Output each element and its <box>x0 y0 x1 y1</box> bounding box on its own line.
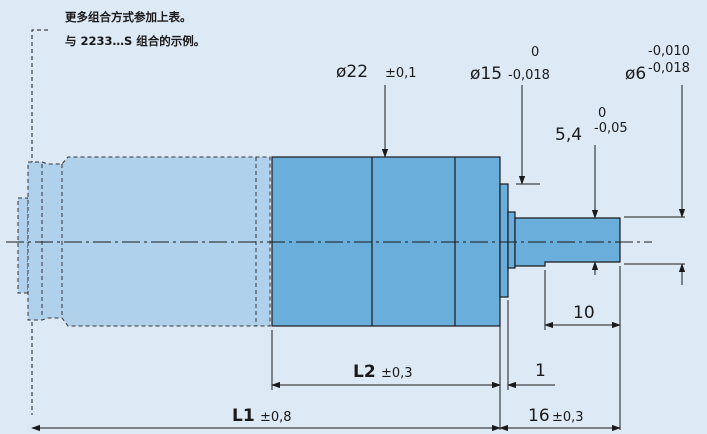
note-leader-line <box>31 29 48 415</box>
dim-16-value: 16 <box>528 406 550 426</box>
d15-tol-lower: -0,018 <box>508 68 550 83</box>
d6-tol-lower: -0,018 <box>648 61 690 76</box>
dim-L1-tolerance: ±0,8 <box>260 410 292 425</box>
flat-value: 5,4 <box>555 125 582 145</box>
d15-tol-upper: 0 <box>531 45 539 60</box>
flat-tol-lower: -0,05 <box>594 121 628 136</box>
dim-10-value: 10 <box>573 303 595 323</box>
dim-L2-tolerance: ±0,3 <box>381 366 413 381</box>
note-more-combinations: 更多组合方式参加上表。 <box>65 10 192 24</box>
extension-lines <box>271 183 685 430</box>
dim-1-value: 1 <box>535 361 546 381</box>
d6-symbol: ø6 <box>625 64 646 84</box>
motor-outline <box>17 156 271 327</box>
d6-tol-upper: -0,010 <box>648 44 690 59</box>
dimension-lines <box>31 321 621 432</box>
dim-16-tolerance: ±0,3 <box>552 410 584 425</box>
dim-L1-label: L1 <box>232 406 255 426</box>
d22-tolerance: ±0,1 <box>385 66 417 81</box>
d22-symbol: ø22 <box>336 62 368 82</box>
note-combination-example: 与 2233…S 组合的示例。 <box>65 34 206 48</box>
dim-L2-label: L2 <box>353 362 376 382</box>
flat-tol-upper: 0 <box>598 106 606 121</box>
leader-arrows <box>381 85 686 285</box>
d15-symbol: ø15 <box>470 64 502 84</box>
